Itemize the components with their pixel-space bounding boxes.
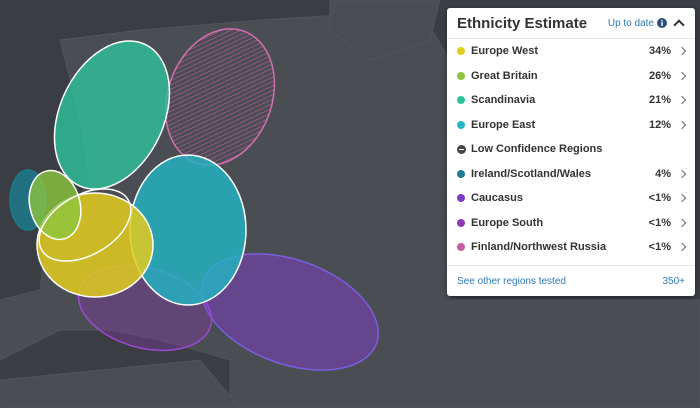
region-percent: 34% (648, 45, 671, 58)
chevron (677, 71, 687, 80)
region-row[interactable]: Europe West 34% (447, 39, 695, 64)
region-name: Europe East (471, 118, 536, 131)
panel-title: Ethnicity Estimate (457, 14, 588, 32)
region-percent: 21% (648, 94, 671, 107)
outline (38, 188, 132, 262)
region-percent: 26% (648, 69, 671, 82)
other-regions-link[interactable]: See other regions tested (457, 275, 566, 287)
region-row[interactable]: Europe East 12% (447, 113, 695, 138)
chevron (677, 120, 687, 129)
region-shapes (9, 28, 380, 371)
low-confidence-title: Low Confidence Regions (471, 143, 603, 156)
region-dot (457, 96, 465, 105)
region-list: Europe West 34% Great Britain 26% Scandinavi… (447, 39, 695, 260)
region-row[interactable]: Caucasus <1% (447, 186, 695, 211)
chevron (677, 243, 687, 252)
info-icon[interactable] (657, 18, 667, 28)
region-name: Finland/Northwest Russia (471, 241, 607, 254)
region-dot (457, 71, 465, 80)
collapse-caret[interactable] (673, 19, 685, 31)
region-row[interactable]: Ireland/Scotland/Wales 4% (447, 162, 695, 187)
region-name: Ireland/Scotland/Wales (471, 167, 592, 180)
region-row[interactable]: Scandinavia 21% (447, 88, 695, 113)
region-dot (457, 194, 465, 203)
panel-header: Ethnicity Estimate Up to date (447, 8, 695, 39)
low-confidence-header: Low Confidence Regions (447, 137, 695, 162)
region-name: Great Britain (471, 69, 538, 82)
region-row[interactable]: Great Britain 26% (447, 64, 695, 89)
minus-icon (457, 144, 466, 154)
region-name: Europe South (471, 216, 544, 229)
region-percent: 12% (648, 118, 671, 131)
region-name: Europe West (471, 45, 539, 58)
region-dot (457, 120, 465, 129)
region-row[interactable]: Finland/Northwest Russia <1% (447, 235, 695, 260)
region-percent: <1% (648, 192, 671, 205)
panel-footer: See other regions tested 350+ (447, 265, 695, 296)
status-link[interactable]: Up to date (607, 17, 654, 29)
britain-region (28, 169, 82, 241)
region-dot (457, 169, 465, 178)
region-percent: <1% (648, 216, 671, 229)
chevron (677, 169, 687, 178)
region-name: Scandinavia (471, 94, 536, 107)
region-dot (457, 218, 465, 227)
region-row[interactable]: Europe South <1% (447, 211, 695, 236)
ethnicity-panel: Ethnicity Estimate Up to date Europe Wes… (447, 8, 695, 296)
region-name: Caucasus (471, 192, 523, 205)
chevron (677, 218, 687, 227)
region-count: 350+ (662, 275, 685, 287)
region-percent: <1% (648, 241, 671, 254)
chevron (677, 47, 687, 56)
chevron (677, 194, 687, 203)
region-dot (457, 47, 465, 56)
scandinavia-region (53, 40, 171, 190)
chevron (677, 96, 687, 105)
region-percent: 4% (655, 167, 671, 180)
region-dot (457, 243, 465, 252)
